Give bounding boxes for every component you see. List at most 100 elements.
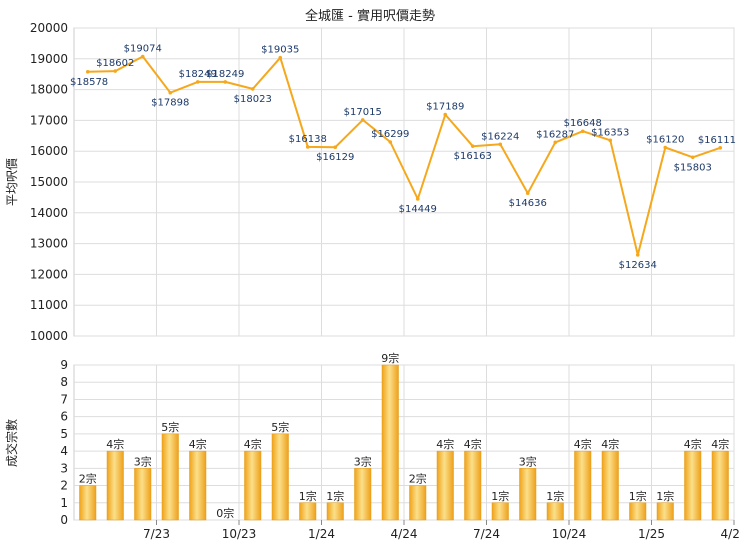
price-data-label: $16224 bbox=[481, 131, 519, 142]
price-data-label: $16111 bbox=[698, 135, 736, 146]
price-point bbox=[195, 80, 200, 84]
price-point bbox=[140, 54, 145, 59]
volume-bar bbox=[326, 502, 344, 521]
price-data-label: $17898 bbox=[151, 98, 189, 109]
volume-data-label: 1宗 bbox=[629, 489, 647, 503]
price-data-label: $18602 bbox=[96, 58, 134, 69]
volume-data-label: 2宗 bbox=[409, 472, 427, 486]
volume-bar bbox=[271, 433, 289, 521]
volume-data-label: 4宗 bbox=[106, 437, 124, 451]
price-series bbox=[85, 54, 723, 257]
price-point bbox=[690, 155, 695, 160]
volume-bar bbox=[79, 485, 97, 521]
volume-data-label: 1宗 bbox=[299, 489, 317, 503]
volume-data-label: 3宗 bbox=[519, 454, 537, 468]
volume-bar bbox=[546, 502, 564, 521]
volume-bar bbox=[409, 485, 427, 521]
volume-y-tick-label: 3 bbox=[60, 461, 68, 475]
price-series-line bbox=[87, 55, 721, 256]
volume-bar bbox=[519, 468, 537, 521]
price-point bbox=[525, 191, 530, 196]
price-data-label: $16648 bbox=[564, 118, 602, 129]
price-point bbox=[553, 140, 558, 145]
price-data-label: $16129 bbox=[316, 152, 354, 163]
price-y-tick-label: 14000 bbox=[30, 206, 68, 220]
price-y-tick-label: 20000 bbox=[30, 21, 68, 35]
volume-y-tick-label: 9 bbox=[60, 358, 68, 372]
x-axis-ticks: 7/23 10/23 1/24 4/24 7/24 10/24 1/25 4/25 bbox=[143, 520, 740, 541]
price-y-tick-label: 12000 bbox=[30, 267, 68, 281]
price-data-label: $16163 bbox=[454, 151, 492, 162]
volume-bar bbox=[244, 450, 262, 521]
price-y-axis-label: 平均呎價 bbox=[5, 158, 19, 206]
volume-bar bbox=[354, 468, 372, 521]
volume-bar-panel: 0 1 2 3 4 5 6 7 8 9 成交宗數 2宗 4宗 3宗 5宗 4宗 0宗 4宗 5宗 1宗 1宗 3宗 9宗… bbox=[4, 351, 740, 541]
x-tick-label: 4/24 bbox=[391, 527, 418, 541]
price-y-tick-label: 11000 bbox=[30, 298, 68, 312]
volume-y-tick-label: 4 bbox=[60, 444, 68, 458]
price-point bbox=[278, 55, 283, 60]
price-y-tick-label: 10000 bbox=[30, 329, 68, 343]
volume-data-labels: 2宗 4宗 3宗 5宗 4宗 0宗 4宗 5宗 1宗 1宗 3宗 9宗 2宗 4宗 4宗 1宗 3宗 1宗 4宗 4宗… bbox=[79, 351, 730, 520]
volume-bar bbox=[656, 502, 674, 521]
volume-data-label: 4宗 bbox=[244, 437, 262, 451]
price-data-label: $16138 bbox=[289, 134, 327, 145]
price-data-label: $16287 bbox=[536, 129, 574, 140]
price-data-label: $18249 bbox=[179, 69, 217, 80]
volume-data-label: 4宗 bbox=[711, 437, 729, 451]
volume-data-label: 4宗 bbox=[464, 437, 482, 451]
volume-bar bbox=[574, 450, 592, 521]
chart-title: 全城匯 - 實用呎價走勢 bbox=[305, 8, 435, 24]
price-data-label: $14449 bbox=[399, 204, 437, 215]
volume-bar bbox=[711, 450, 729, 521]
volume-data-label: 2宗 bbox=[79, 472, 97, 486]
price-point bbox=[113, 69, 118, 73]
volume-data-label: 3宗 bbox=[354, 454, 372, 468]
price-y-tick-label: 16000 bbox=[30, 144, 68, 158]
volume-y-ticks: 0 1 2 3 4 5 6 7 8 9 bbox=[60, 358, 68, 527]
volume-data-label: 1宗 bbox=[326, 489, 344, 503]
price-data-label: $18578 bbox=[70, 77, 108, 88]
price-data-label: $17189 bbox=[426, 102, 464, 113]
volume-bar bbox=[464, 450, 482, 521]
volume-bar bbox=[436, 450, 454, 521]
price-point bbox=[635, 253, 640, 257]
volume-y-tick-label: 6 bbox=[60, 410, 68, 424]
volume-y-tick-label: 1 bbox=[60, 496, 68, 510]
price-point bbox=[360, 118, 365, 122]
volume-data-label: 4宗 bbox=[436, 437, 454, 451]
x-tick-label: 10/24 bbox=[552, 527, 587, 541]
price-y-tick-label: 15000 bbox=[30, 175, 68, 189]
volume-bar bbox=[629, 502, 647, 521]
volume-bar bbox=[684, 450, 702, 521]
volume-data-label: 1宗 bbox=[491, 489, 509, 503]
x-tick-label: 7/24 bbox=[473, 527, 500, 541]
volume-bar bbox=[491, 502, 509, 521]
price-data-label: $12634 bbox=[619, 260, 657, 271]
volume-y-axis-label: 成交宗數 bbox=[4, 419, 19, 467]
price-grid bbox=[74, 27, 735, 337]
price-point bbox=[498, 142, 503, 147]
price-point bbox=[470, 144, 475, 148]
volume-bar bbox=[106, 450, 124, 521]
price-y-tick-label: 13000 bbox=[30, 237, 68, 251]
price-point bbox=[305, 145, 310, 149]
price-point bbox=[333, 145, 338, 150]
price-point bbox=[415, 197, 420, 201]
volume-data-label: 4宗 bbox=[574, 437, 592, 451]
price-data-label: $16120 bbox=[646, 135, 684, 146]
volume-data-label: 5宗 bbox=[271, 420, 289, 434]
price-point bbox=[443, 112, 448, 117]
volume-data-label: 3宗 bbox=[134, 454, 152, 468]
volume-bar bbox=[189, 450, 207, 521]
volume-bar bbox=[601, 450, 619, 521]
price-point bbox=[608, 138, 613, 143]
volume-y-tick-label: 7 bbox=[60, 392, 68, 406]
price-point bbox=[718, 145, 723, 150]
price-point bbox=[168, 90, 173, 95]
price-y-tick-label: 19000 bbox=[30, 52, 68, 66]
volume-y-tick-label: 8 bbox=[60, 375, 68, 389]
price-line-panel: 10000 11000 12000 13000 14000 15000 16000 17000… bbox=[5, 21, 736, 343]
price-point bbox=[580, 129, 585, 134]
